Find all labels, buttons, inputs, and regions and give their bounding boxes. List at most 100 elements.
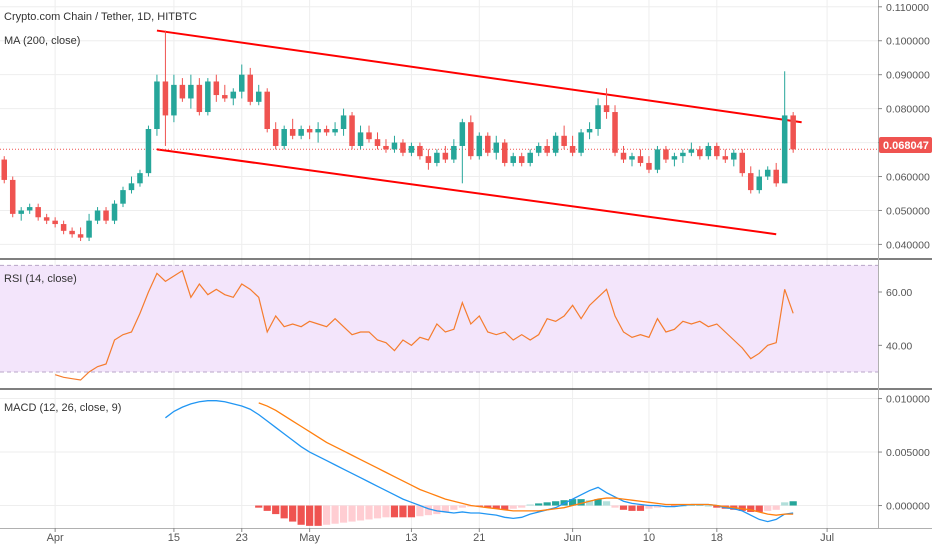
candle-body bbox=[239, 74, 245, 92]
candle-body bbox=[595, 105, 601, 129]
x-tick-label: Jul bbox=[820, 532, 834, 544]
macd-histogram-bar bbox=[356, 505, 365, 521]
macd-histogram-bar bbox=[416, 505, 424, 517]
candle-body bbox=[35, 207, 41, 218]
candle-body bbox=[383, 145, 389, 150]
candle-body bbox=[578, 132, 584, 153]
candle-body bbox=[349, 115, 355, 146]
candle bbox=[69, 227, 75, 238]
candle-body bbox=[128, 183, 135, 191]
candle-body bbox=[468, 122, 474, 157]
candle-body bbox=[145, 129, 152, 174]
candle bbox=[578, 129, 584, 157]
candle-body bbox=[18, 210, 24, 214]
candle-body bbox=[417, 145, 423, 157]
candle bbox=[391, 135, 398, 153]
candle-body bbox=[510, 156, 516, 163]
candle-body bbox=[298, 129, 304, 136]
macd-histogram-bar bbox=[755, 505, 763, 512]
candle-body bbox=[255, 91, 262, 102]
candle-body bbox=[501, 142, 508, 163]
candle-body bbox=[120, 190, 126, 204]
candle bbox=[374, 132, 381, 150]
candle-body bbox=[408, 145, 415, 153]
candle bbox=[646, 156, 652, 174]
candle-body bbox=[357, 132, 364, 146]
candle-body bbox=[764, 169, 771, 177]
candle-body bbox=[52, 220, 58, 225]
candle bbox=[756, 169, 762, 194]
macd-histogram-bar bbox=[772, 505, 780, 510]
candle-body bbox=[722, 156, 729, 160]
candle bbox=[103, 207, 109, 225]
candle-body bbox=[731, 152, 737, 160]
macd-histogram-bar bbox=[585, 500, 594, 506]
macd-histogram-bar bbox=[535, 503, 543, 506]
candle-body bbox=[637, 156, 644, 163]
macd-histogram-bar bbox=[543, 502, 551, 506]
candle-body bbox=[527, 152, 533, 163]
candle bbox=[569, 135, 576, 157]
macd-histogram-bar bbox=[569, 499, 577, 506]
candle bbox=[323, 125, 330, 136]
candle-body bbox=[705, 145, 712, 157]
x-tick-label: Apr bbox=[47, 532, 64, 544]
candle bbox=[43, 213, 50, 225]
price-axis-tick-label: 0.050000 bbox=[886, 205, 930, 217]
candle-body bbox=[442, 152, 449, 160]
candle bbox=[247, 67, 254, 106]
x-tick-label: May bbox=[299, 532, 320, 544]
macd-histogram-bar bbox=[789, 501, 797, 506]
macd-histogram-bar bbox=[552, 501, 560, 506]
macd-histogram-bar bbox=[764, 505, 772, 511]
candle bbox=[86, 213, 92, 242]
macd-histogram-bar bbox=[619, 505, 628, 510]
candle bbox=[306, 125, 313, 140]
macd-histogram-bar bbox=[433, 505, 441, 515]
candle bbox=[434, 149, 440, 167]
candle-body bbox=[493, 142, 500, 153]
candle bbox=[714, 142, 720, 160]
candle-body bbox=[603, 105, 610, 113]
candle-body bbox=[247, 74, 254, 102]
macd-histogram-bar bbox=[348, 505, 356, 522]
macd-histogram-bar bbox=[602, 501, 611, 506]
macd-histogram-bar bbox=[611, 505, 619, 508]
macd-histogram-bar bbox=[263, 505, 271, 511]
candle-body bbox=[747, 173, 754, 191]
candle-body bbox=[476, 135, 483, 157]
macd-histogram-bar bbox=[594, 499, 602, 506]
macd-histogram-bar bbox=[365, 505, 373, 520]
candle bbox=[417, 142, 423, 160]
macd-histogram-bar bbox=[518, 505, 526, 508]
candle bbox=[272, 122, 279, 150]
candle bbox=[222, 84, 228, 102]
macd-histogram-bar bbox=[781, 502, 789, 506]
candle-body bbox=[620, 152, 627, 160]
candle bbox=[595, 98, 601, 136]
price-axis-tick-label: 0.090000 bbox=[886, 70, 930, 82]
candle bbox=[205, 78, 211, 116]
candle bbox=[128, 176, 135, 194]
candle bbox=[94, 207, 101, 225]
rsi-line bbox=[54, 269, 794, 381]
candle-body bbox=[663, 149, 669, 160]
candle-body bbox=[26, 207, 33, 211]
candle-body bbox=[315, 129, 321, 133]
candle-body bbox=[434, 152, 440, 163]
candle-body bbox=[179, 84, 186, 99]
candle-body bbox=[103, 210, 109, 221]
candle-body bbox=[340, 115, 347, 129]
candle-body bbox=[535, 145, 542, 153]
macd-histogram-bar bbox=[255, 505, 263, 508]
candle-body bbox=[586, 129, 593, 133]
candle-body bbox=[518, 156, 525, 163]
price-tag: 0.068047 bbox=[883, 140, 929, 152]
x-tick-label: Jun bbox=[564, 532, 582, 544]
candle bbox=[35, 203, 41, 221]
candle bbox=[9, 176, 16, 218]
candle bbox=[493, 135, 500, 160]
candle bbox=[408, 142, 415, 157]
